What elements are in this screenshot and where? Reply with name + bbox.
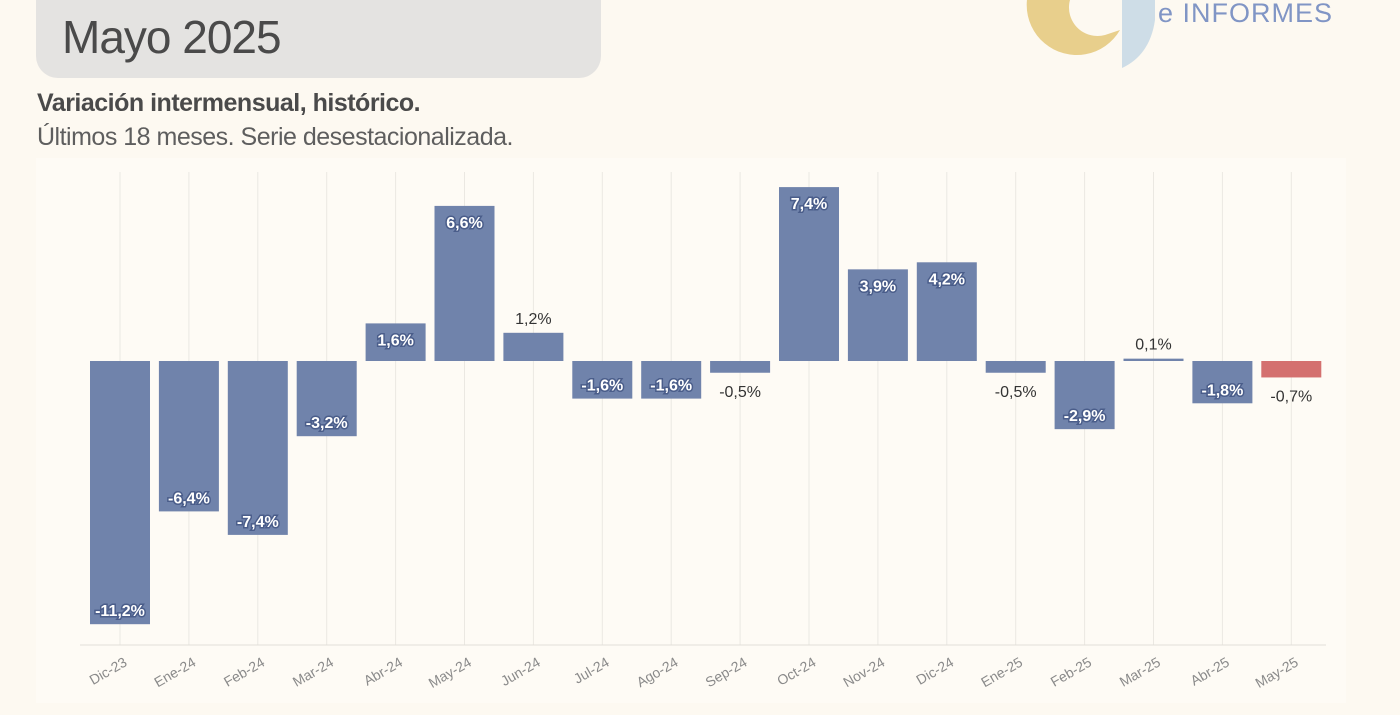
data-label: -7,4%: [237, 514, 279, 531]
chart-subtitle: Variación intermensual, histórico.: [37, 89, 421, 117]
bar-Abr-24: [365, 323, 426, 361]
e-informes-logo-mark: [1026, 0, 1155, 68]
bar-Jun-24: [503, 332, 564, 361]
data-label: -11,2%: [95, 603, 145, 620]
data-label: 1,2%: [515, 311, 551, 328]
bar-Dic-24: [916, 262, 977, 361]
bar-Dic-23: [90, 361, 150, 625]
title-box: Mayo 2025: [36, 0, 601, 78]
bar-Feb-25: [1054, 361, 1115, 430]
data-label: -2,9%: [1064, 408, 1106, 425]
page-title: Mayo 2025: [62, 11, 282, 63]
bar-Ene-24: [158, 361, 219, 512]
bar-Ago-24: [641, 361, 702, 399]
bar-Mar-25: [1123, 358, 1184, 361]
data-label: 6,6%: [446, 215, 482, 232]
data-label: -0,5%: [719, 384, 761, 401]
bar-Sep-24: [710, 361, 771, 373]
data-label: -6,4%: [168, 490, 210, 507]
data-label: -0,5%: [995, 384, 1037, 401]
bar-Ene-25: [985, 361, 1046, 373]
bar-May-24: [434, 205, 495, 361]
data-label: 7,4%: [791, 196, 827, 213]
data-label: 1,6%: [377, 332, 413, 349]
data-label: -0,7%: [1270, 388, 1312, 405]
chart-note: Últimos 18 meses. Serie desestacionaliza…: [37, 123, 513, 151]
e-informes-logo-text: e INFORMES: [1158, 0, 1334, 28]
data-label: -1,6%: [581, 378, 623, 395]
bar-Nov-24: [847, 269, 908, 361]
bar-Abr-25: [1192, 361, 1253, 404]
bar-Jul-24: [572, 361, 633, 399]
data-label: 3,9%: [860, 278, 896, 295]
data-label: -1,8%: [1202, 382, 1244, 399]
data-label: 0,1%: [1135, 337, 1171, 354]
data-label: -3,2%: [306, 415, 348, 432]
bar-Oct-24: [779, 187, 839, 361]
data-label: 4,2%: [929, 271, 965, 288]
data-label: -1,6%: [650, 378, 692, 395]
bar-Feb-24: [227, 361, 288, 535]
bar-Mar-24: [296, 361, 357, 437]
bar-May-25: [1261, 361, 1322, 378]
